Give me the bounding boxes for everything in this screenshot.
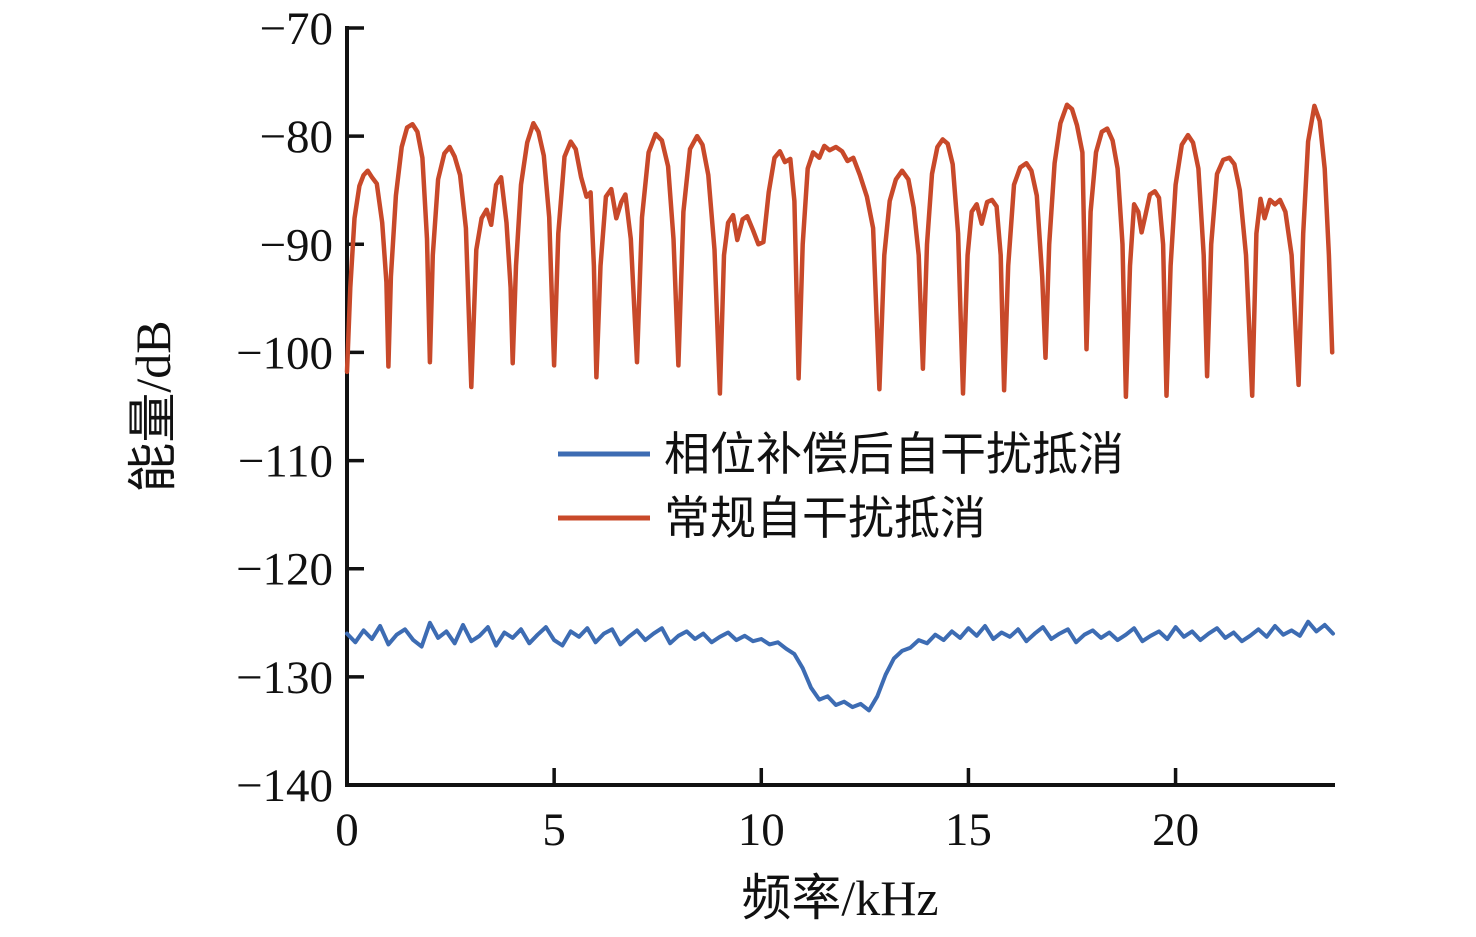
y-axis-label: 能量/dB — [125, 320, 181, 492]
y-tick-label: −130 — [236, 652, 333, 704]
series-line-red — [344, 102, 1335, 400]
legend-label: 常规自干扰抵消 — [664, 493, 986, 544]
y-tick-label: −80 — [259, 111, 333, 163]
y-tick-label: −120 — [236, 544, 333, 596]
x-tick-label: 5 — [542, 804, 566, 856]
series-line-blue — [345, 619, 1335, 713]
y-tick-label: −110 — [238, 436, 333, 488]
y-tick-label: −140 — [236, 760, 333, 812]
y-tick-label: −90 — [259, 219, 333, 271]
x-tick-label: 15 — [945, 804, 992, 856]
y-tick-label: −70 — [259, 3, 333, 55]
x-tick-label: 20 — [1152, 804, 1199, 856]
x-axis-label: 频率/kHz — [741, 870, 938, 926]
x-tick-label: 0 — [335, 804, 359, 856]
legend-label: 相位补偿后自干扰抵消 — [664, 429, 1124, 480]
x-tick-label: 10 — [738, 804, 785, 856]
y-tick-label: −100 — [236, 327, 333, 379]
